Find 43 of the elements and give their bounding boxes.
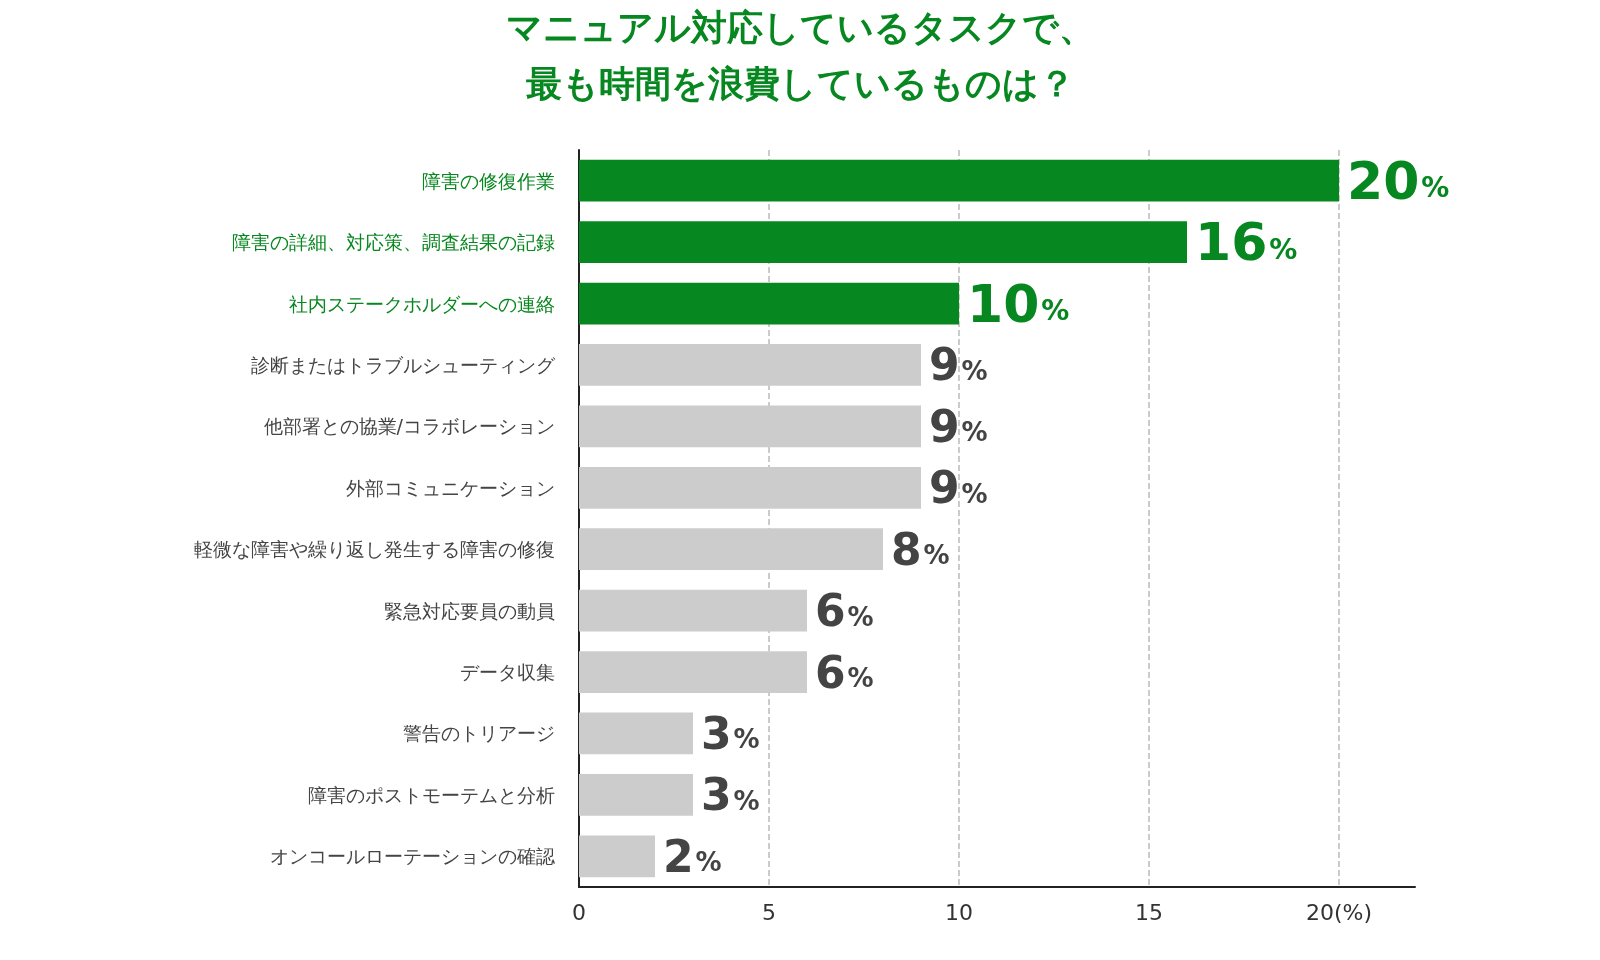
data-label: 10%: [967, 273, 1070, 334]
y-tick-label: 軽微な障害や繰り返し発生する障害の修復: [194, 538, 555, 561]
data-label: 9%: [929, 400, 988, 452]
data-label: 9%: [929, 462, 988, 514]
chart-title: マニュアル対応しているタスクで、: [505, 6, 1095, 48]
data-label: 9%: [929, 339, 988, 391]
data-label: 3%: [701, 707, 760, 759]
x-tick-label: 5: [762, 899, 776, 925]
bar: [579, 589, 807, 632]
x-tick-label: 10: [945, 899, 973, 925]
bar: [579, 221, 1187, 264]
bar: [579, 712, 693, 755]
y-tick-label: オンコールローテーションの確認: [270, 845, 555, 868]
y-tick-label: データ収集: [460, 661, 555, 684]
y-tick-label: 社内ステークホルダーへの連絡: [289, 292, 555, 315]
data-label: 16%: [1195, 212, 1298, 273]
y-tick-label: 障害の修復作業: [422, 169, 555, 192]
y-tick-label: 障害の詳細、対応策、調査結果の記録: [232, 231, 555, 254]
bar: [579, 282, 959, 325]
bar: [579, 159, 1339, 202]
x-tick-label: 0: [572, 899, 586, 925]
y-tick-label: 外部コミュニケーション: [346, 476, 555, 499]
y-tick-label: 障害のポストモーテムと分析: [308, 783, 555, 806]
bar: [579, 835, 655, 878]
data-label: 20%: [1347, 150, 1450, 211]
data-label: 2%: [663, 830, 722, 882]
bar: [579, 405, 921, 448]
bar: [579, 773, 693, 816]
data-label: 3%: [701, 769, 760, 821]
y-tick-label: 警告のトリアージ: [403, 722, 555, 745]
bar: [579, 528, 883, 571]
data-label: 6%: [815, 646, 874, 698]
bar: [579, 651, 807, 693]
bar: [579, 466, 921, 509]
y-tick-label: 他部署との協業/コラボレーション: [263, 415, 555, 438]
data-label: 6%: [815, 585, 874, 637]
x-tick-label: 20(%): [1305, 899, 1373, 925]
y-tick-label: 緊急対応要員の動員: [384, 599, 555, 622]
bar: [579, 344, 921, 386]
x-tick-label: 15: [1135, 899, 1163, 925]
y-tick-label: 診断またはトラブルシューティング: [251, 353, 556, 376]
chart-subtitle: 最も時間を浪費しているものは？: [525, 62, 1075, 104]
data-label: 8%: [891, 523, 950, 575]
